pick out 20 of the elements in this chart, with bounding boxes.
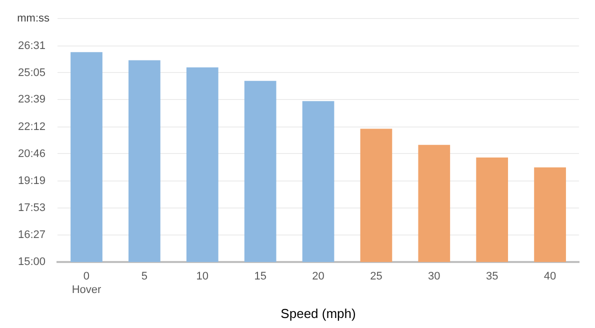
y-tick-label: 23:39	[18, 94, 46, 106]
y-tick-label: 19:19	[18, 175, 46, 187]
y-tick-label: 15:00	[18, 256, 46, 268]
x-tick-label: 15	[254, 270, 266, 283]
y-axis-title: mm:ss	[17, 12, 50, 25]
x-tick-label: 25	[370, 270, 382, 283]
x-tick-label: 5	[141, 270, 148, 283]
x-tick-label: 40	[544, 270, 556, 283]
x-tick-label: 35	[486, 270, 498, 283]
x-tick-label: 0 Hover	[72, 270, 102, 296]
x-tick-label: 20	[312, 270, 324, 283]
x-axis-title: Speed (mph)	[280, 306, 356, 321]
y-tick-label: 16:27	[18, 228, 46, 241]
y-tick-label: 17:53	[18, 202, 46, 214]
y-tick-label: 25:05	[18, 66, 46, 79]
x-tick-label: 10	[196, 270, 209, 283]
y-tick-label: 20:46	[18, 148, 46, 160]
y-tick-label: 22:12	[18, 120, 46, 133]
x-tick-label: 30	[428, 270, 440, 283]
y-tick-label: 26:31	[18, 40, 46, 52]
